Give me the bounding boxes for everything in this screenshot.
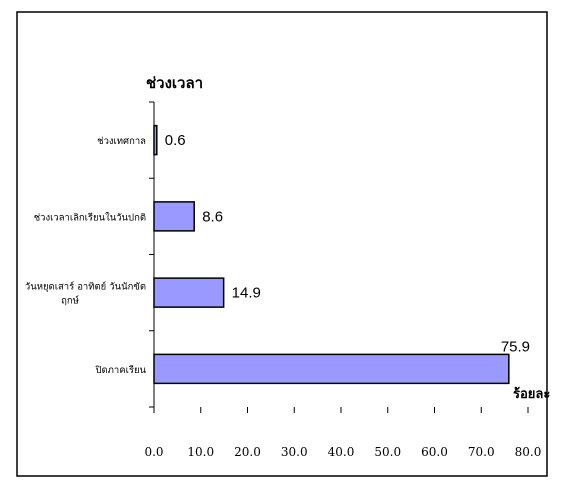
category-label: ปิดภาคเรียน [95,364,147,376]
x-tick-label: 0.0 [144,445,163,459]
category-label: ช่วงเวลาเลิกเรียนในวันปกติ [34,211,146,223]
bar [153,353,510,385]
data-label: 8.6 [202,208,223,225]
bar [153,201,195,232]
x-tick-label: 70.0 [468,445,495,459]
x-tick-label: 80.0 [515,445,542,459]
x-tick-label: 20.0 [234,445,261,459]
x-tick-label: 60.0 [421,445,448,459]
category-label: วันหยุดเสาร์ อาทิตย์ วันนักขัต [25,281,146,293]
category-label: ช่วงเทศกาล [97,136,146,147]
x-tick-labels: 0.0 10.0 20.0 30.0 40.0 50.0 60.0 70.0 80.0 [144,445,541,459]
x-axis-label: ร้อยละ [513,386,550,402]
category-labels: ช่วงเทศกาลช่วงเวลาเลิกเรียนในวันปกติวันห… [25,136,147,376]
data-label: 75.9 [501,338,530,355]
x-tick-label: 30.0 [281,445,308,459]
bar [153,277,225,308]
category-label: ฤกษ์ [61,295,79,307]
data-labels: 0.6 8.6 14.9 75.9 [165,132,530,355]
chart-border [16,11,548,477]
bar [153,124,158,156]
chart-title: ช่วงเวลา [146,74,203,92]
x-tick-label: 50.0 [374,445,401,459]
data-label: 0.6 [165,132,186,149]
x-tick-label: 10.0 [187,445,214,459]
x-tick-label: 40.0 [328,445,355,459]
data-label: 14.9 [232,285,261,302]
bars [153,124,510,385]
